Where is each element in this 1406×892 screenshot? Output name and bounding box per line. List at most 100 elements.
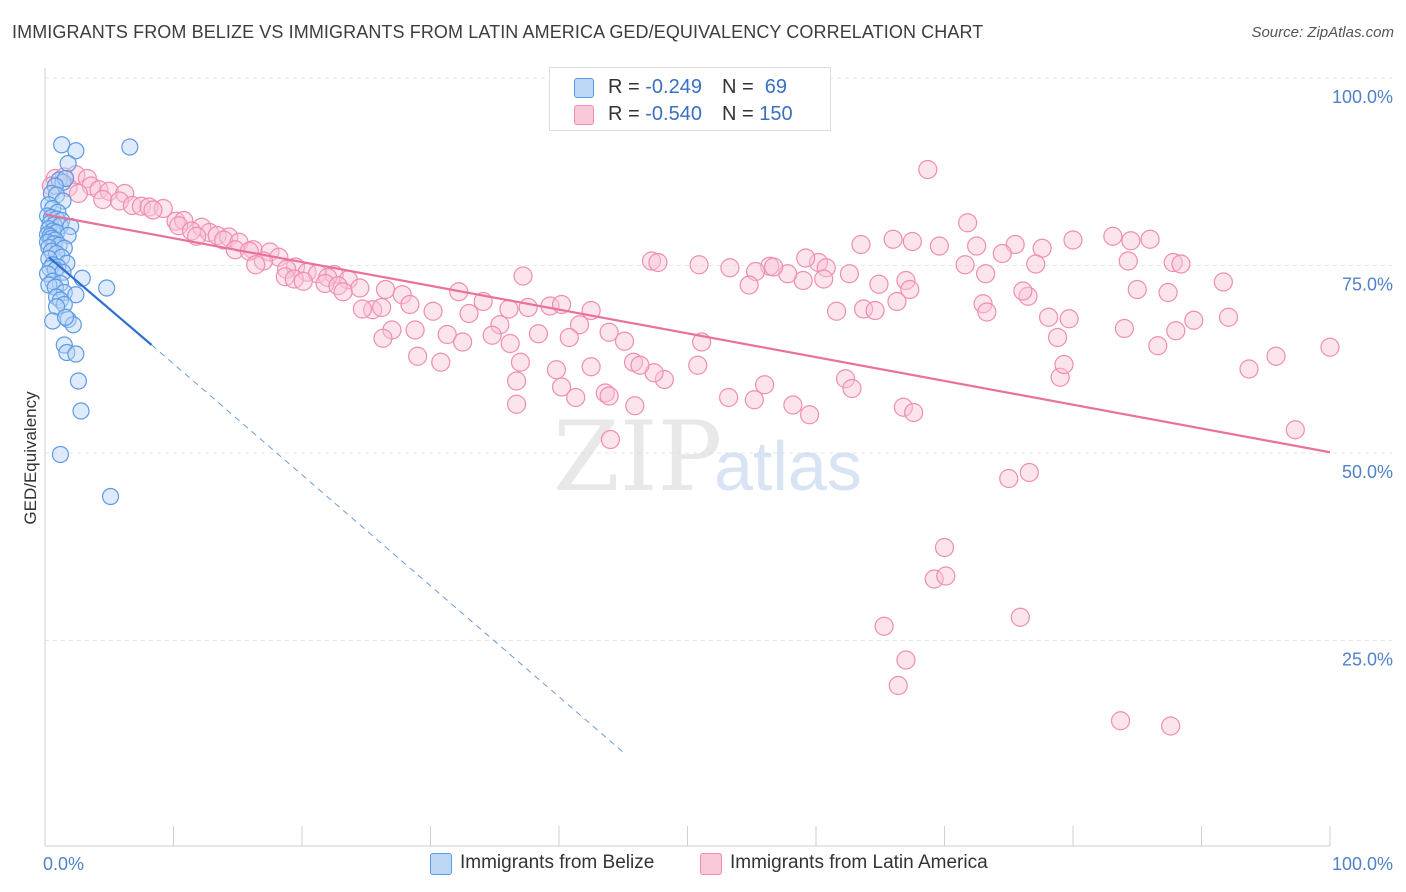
latin-america-point — [1118, 251, 1138, 271]
latin-america-point — [936, 566, 956, 586]
latin-america-point — [68, 183, 89, 204]
latin-america-point — [904, 402, 924, 423]
watermark-zip: ZIP — [553, 401, 722, 513]
latin-america-point — [614, 331, 635, 351]
belize-point — [56, 308, 75, 326]
series-legend: Immigrants from Belize Immigrants from L… — [0, 852, 1406, 878]
y-tick-label: 25.0% — [1342, 650, 1393, 670]
latin-america-point — [719, 387, 739, 408]
latin-america-point — [1103, 226, 1123, 246]
latin-america-point — [1059, 309, 1079, 329]
series-belize — [38, 136, 139, 506]
latin-america-point — [350, 278, 370, 298]
latin-america-point — [796, 248, 816, 268]
latin-america-point — [333, 282, 353, 302]
belize-point — [69, 372, 88, 390]
latin-america-point — [566, 387, 586, 408]
belize-point — [98, 279, 116, 297]
belize-point — [44, 312, 62, 330]
latin-america-point — [1019, 462, 1039, 483]
latin-america-point — [1140, 229, 1160, 249]
latin-america-point — [1054, 354, 1074, 375]
latin-america-point — [499, 299, 519, 319]
series-legend-swatch-latin-america — [700, 853, 722, 875]
latin-america-trend-line — [44, 213, 1331, 454]
latin-america-point — [648, 252, 668, 273]
x-tick-label: 100.0% — [1332, 854, 1393, 874]
latin-america-point — [93, 189, 113, 210]
latin-america-point — [744, 390, 764, 410]
source-credit: Source: ZipAtlas.com — [1251, 24, 1394, 41]
latin-america-point — [1171, 254, 1191, 274]
latin-america-point — [599, 322, 619, 342]
latin-america-point — [783, 395, 803, 415]
latin-america-point — [826, 301, 847, 321]
legend-r-label: R = — [608, 103, 646, 125]
latin-america-point — [902, 231, 922, 252]
latin-america-point — [992, 243, 1012, 264]
x-tick-label: 0.0% — [43, 854, 84, 874]
latin-america-point — [851, 234, 871, 255]
latin-america-point — [720, 258, 740, 278]
series-latin-america — [41, 159, 1340, 736]
legend-r-value: -0.249 — [645, 76, 702, 98]
latin-america-point — [131, 196, 151, 216]
latin-america-point — [816, 258, 836, 278]
latin-america-point — [1158, 282, 1178, 303]
y-axis-label: GED/Equivalency — [21, 391, 40, 525]
latin-america-point — [423, 301, 443, 321]
latin-america-point — [500, 333, 520, 354]
latin-america-point — [888, 675, 908, 696]
legend-n-value: 69 — [759, 76, 788, 98]
latin-america-point — [799, 405, 820, 425]
latin-america-point — [1127, 279, 1147, 300]
y-tick-label: 100.0% — [1332, 87, 1393, 107]
latin-america-point — [929, 236, 949, 256]
y-tick-label: 75.0% — [1342, 275, 1393, 295]
latin-america-point — [625, 396, 645, 416]
latin-america-point — [958, 213, 978, 233]
latin-america-point — [918, 159, 938, 180]
latin-america-point — [1110, 711, 1131, 731]
latin-america-point — [893, 397, 913, 417]
latin-america-point — [459, 303, 479, 324]
latin-america-point — [246, 255, 266, 275]
belize-point — [121, 138, 139, 156]
gridlines — [45, 77, 1392, 641]
belize-point — [51, 445, 70, 464]
latin-america-point — [1285, 420, 1305, 440]
latin-america-point — [431, 352, 451, 372]
latin-america-point — [654, 369, 674, 390]
belize-point — [67, 345, 85, 363]
latin-america-point — [408, 346, 428, 366]
latin-america-point — [400, 294, 420, 315]
latin-america-point — [328, 276, 348, 296]
latin-america-point — [109, 191, 130, 211]
latin-america-point — [375, 279, 396, 300]
latin-america-point — [1184, 310, 1204, 330]
legend-n-label: N = — [721, 76, 760, 98]
series-legend-label: Immigrants from Latin America — [730, 852, 988, 873]
latin-america-point — [599, 386, 619, 406]
latin-america-point — [1266, 346, 1286, 366]
legend-swatch-belize — [574, 78, 594, 98]
trend-lines — [44, 213, 1331, 753]
latin-america-point — [143, 200, 163, 220]
belize-trend-line — [48, 256, 153, 346]
latin-america-point — [453, 332, 473, 352]
belize-point — [59, 154, 77, 173]
latin-america-point — [842, 378, 862, 399]
latin-america-point — [490, 315, 510, 335]
latin-america-point — [763, 257, 784, 277]
latin-america-point — [688, 355, 708, 375]
latin-america-point — [1063, 230, 1083, 250]
latin-america-point — [1018, 286, 1038, 306]
latin-america-point — [955, 255, 975, 275]
watermark-atlas: atlas — [714, 427, 862, 505]
latin-america-point — [934, 537, 955, 558]
legend-swatch-latin-america — [574, 105, 594, 125]
watermark: ZIP atlas — [553, 401, 862, 513]
latin-america-point — [641, 251, 662, 271]
latin-america-point — [839, 264, 860, 284]
latin-america-point — [1218, 307, 1239, 327]
